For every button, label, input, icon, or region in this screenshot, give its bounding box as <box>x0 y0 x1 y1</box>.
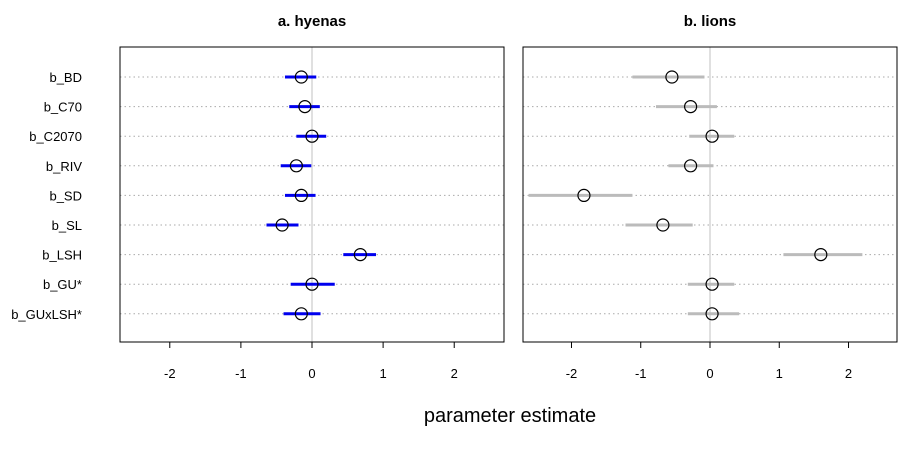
y-tick-label: b_SL <box>52 218 82 233</box>
panel-1-point-b_GUxLSH* <box>294 307 308 321</box>
y-tick-label: b_BD <box>49 70 82 85</box>
x-axis-title: parameter estimate <box>424 405 596 427</box>
panel-2-point-b_SL <box>656 218 670 232</box>
panel-2-x-tick-label: 1 <box>776 366 783 381</box>
panel-1-point-b_BD <box>294 70 308 84</box>
y-tick-label: b_LSH <box>42 248 82 263</box>
panel-2-point-b_BD <box>665 70 679 84</box>
panel-2-point-b_LSH <box>814 248 828 262</box>
panel-2-x-tick-label: 0 <box>706 366 713 381</box>
y-tick-label: b_GU* <box>43 277 82 292</box>
panel-1-point-b_C70 <box>298 99 312 114</box>
panel-1-point-b_SL <box>275 218 289 232</box>
panel-2-point-b_SD <box>577 188 591 202</box>
panel-2-point-b_C70 <box>684 99 698 114</box>
panel-2-x-tick-label: -2 <box>566 366 578 381</box>
y-tick-label: b_SD <box>49 188 82 203</box>
panel-1-point-b_SD <box>294 188 308 202</box>
panel-2-point-b_C2070 <box>705 129 719 143</box>
panel-1-title: a. hyenas <box>278 13 346 30</box>
panel-1-x-tick-label: -2 <box>164 366 176 381</box>
y-tick-label: b_RIV <box>46 159 82 174</box>
panel-2-title: b. lions <box>684 13 737 30</box>
panel-1-x-tick-label: 2 <box>451 366 458 381</box>
panel-1-point-b_C2070 <box>305 129 319 143</box>
panel-2-x-tick-label: 2 <box>845 366 852 381</box>
panel-1-x-tick-label: 1 <box>379 366 386 381</box>
panel-1-x-tick-label: -1 <box>235 366 247 381</box>
panel-1-point-b_RIV <box>289 159 303 173</box>
panel-1-point-b_GU* <box>305 277 319 291</box>
panel-2-point-b_GUxLSH* <box>705 307 719 321</box>
panel-1-x-tick-label: 0 <box>308 366 315 381</box>
panel-2-x-tick-label: -1 <box>635 366 647 381</box>
y-tick-label: b_GUxLSH* <box>11 307 82 322</box>
panel-1-point-b_LSH <box>353 248 367 262</box>
y-tick-label: b_C2070 <box>29 129 82 144</box>
y-tick-label: b_C70 <box>44 100 82 115</box>
panel-2-point-b_GU* <box>705 277 719 291</box>
panel-2-point-b_RIV <box>684 159 698 173</box>
